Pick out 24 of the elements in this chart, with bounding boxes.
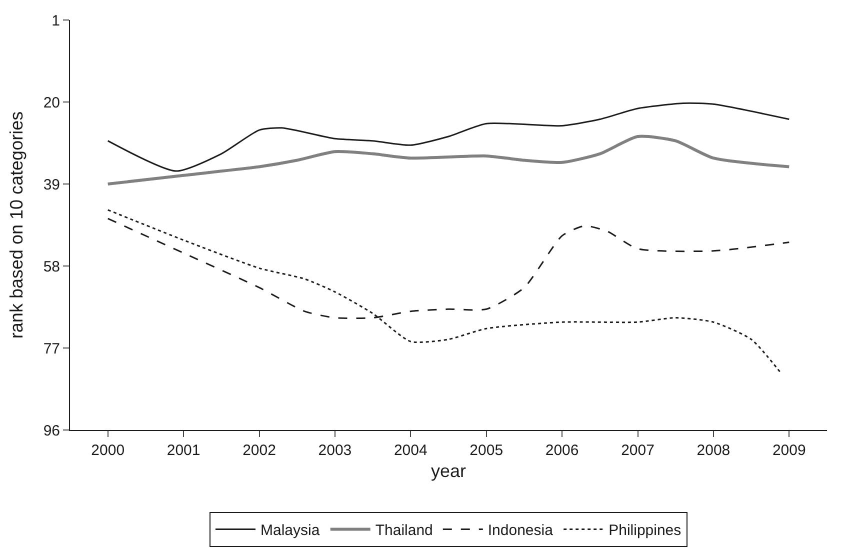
y-tick-label: 1 <box>52 12 60 30</box>
y-tick-label: 96 <box>43 422 60 440</box>
x-tick-label: 2004 <box>394 442 428 459</box>
line-series <box>107 102 790 172</box>
x-tick-label: 2006 <box>545 442 579 459</box>
legend-label: Malaysia <box>260 522 320 540</box>
legend-label: Philippines <box>608 522 682 540</box>
legend-label: Indonesia <box>488 522 554 540</box>
x-axis-title: year <box>430 461 466 482</box>
y-axis-title: rank based on 10 categories <box>6 111 27 339</box>
y-tick-label: 20 <box>43 94 60 112</box>
y-tick-label: 58 <box>43 258 60 276</box>
x-tick-label: 2009 <box>772 442 806 459</box>
y-tick-label: 77 <box>43 340 60 358</box>
line-series <box>106 134 791 186</box>
x-tick-label: 2007 <box>621 442 654 459</box>
legend-label: Thailand <box>375 522 433 540</box>
x-tick-label: 2008 <box>696 442 730 459</box>
x-tick-label: 2002 <box>242 442 276 459</box>
y-tick-label: 39 <box>43 176 60 194</box>
x-tick-label: 2005 <box>470 442 504 459</box>
x-tick-label: 2000 <box>91 442 125 459</box>
x-tick-label: 2001 <box>166 442 200 459</box>
x-tick-label: 2003 <box>318 442 352 459</box>
